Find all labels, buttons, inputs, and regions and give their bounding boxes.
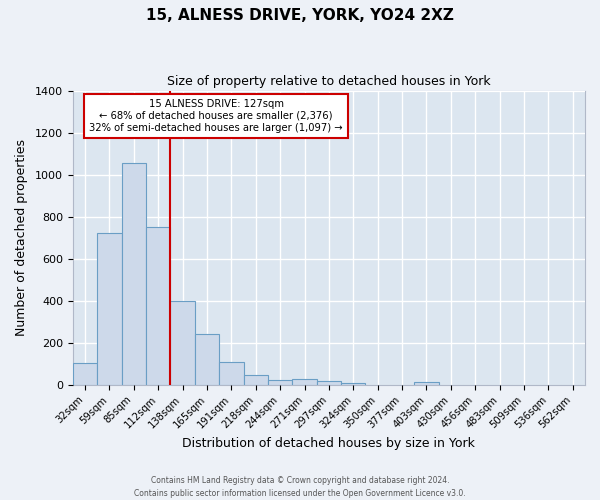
Bar — [341, 382, 365, 384]
Bar — [414, 382, 439, 384]
Bar — [122, 163, 146, 384]
Bar — [317, 380, 341, 384]
Bar — [292, 379, 317, 384]
Bar — [244, 374, 268, 384]
Bar — [146, 227, 170, 384]
Bar — [268, 380, 292, 384]
Bar — [195, 334, 219, 384]
Title: Size of property relative to detached houses in York: Size of property relative to detached ho… — [167, 75, 491, 88]
Bar — [73, 362, 97, 384]
Bar — [97, 234, 122, 384]
Text: Contains HM Land Registry data © Crown copyright and database right 2024.
Contai: Contains HM Land Registry data © Crown c… — [134, 476, 466, 498]
Bar — [170, 300, 195, 384]
X-axis label: Distribution of detached houses by size in York: Distribution of detached houses by size … — [182, 437, 475, 450]
Y-axis label: Number of detached properties: Number of detached properties — [15, 139, 28, 336]
Text: 15, ALNESS DRIVE, YORK, YO24 2XZ: 15, ALNESS DRIVE, YORK, YO24 2XZ — [146, 8, 454, 22]
Bar — [219, 362, 244, 384]
Text: 15 ALNESS DRIVE: 127sqm
← 68% of detached houses are smaller (2,376)
32% of semi: 15 ALNESS DRIVE: 127sqm ← 68% of detache… — [89, 100, 343, 132]
